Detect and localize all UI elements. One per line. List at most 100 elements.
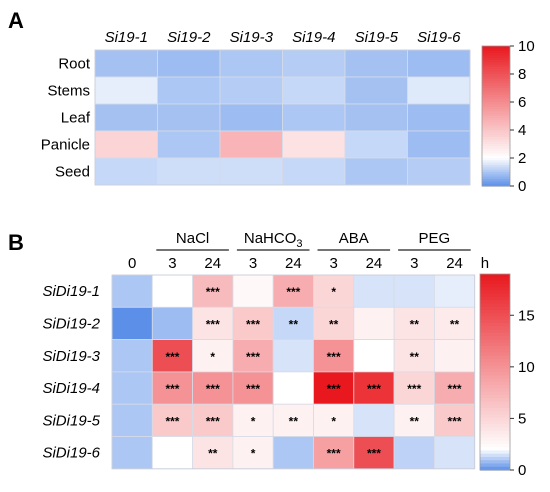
panel-b-colorbar-gradient-step bbox=[480, 300, 510, 304]
panel-b-colorbar-gradient-step bbox=[480, 342, 510, 347]
panel-b-row-label: SiDi19-2 bbox=[42, 315, 100, 332]
panel-b-cell bbox=[393, 436, 435, 470]
panel-b-colorbar-tick-label: 0 bbox=[518, 462, 526, 479]
panel-a-colorbar-gradient-step bbox=[482, 57, 510, 61]
panel-a-colorbar-gradient-step bbox=[482, 141, 510, 145]
panel-b-significance-mark: ** bbox=[329, 317, 339, 331]
panel-a-colorbar-gradient-step bbox=[482, 181, 510, 185]
panel-b-colorbar-gradient-step bbox=[480, 456, 510, 461]
panel-b-significance-mark: *** bbox=[327, 447, 341, 461]
panel-b-colorbar-gradient-step bbox=[480, 323, 510, 327]
panel-a-colorbar-gradient-step bbox=[482, 174, 510, 178]
panel-b-significance-mark: * bbox=[251, 447, 256, 461]
panel-b-cell bbox=[232, 274, 274, 308]
panel-b-colorbar-gradient-step bbox=[480, 388, 510, 393]
panel-b-group-label-text: NaCl bbox=[176, 230, 209, 247]
panel-b-colorbar-gradient-step bbox=[480, 466, 510, 471]
panel-a-column-label: Si19-1 bbox=[105, 29, 148, 46]
panel-a-colorbar-tick-label: 4 bbox=[518, 122, 526, 139]
panel-b-border bbox=[111, 274, 476, 470]
panel-b-colorbar-gradient-step bbox=[480, 319, 510, 324]
panel-a-colorbar-gradient-step bbox=[482, 55, 510, 59]
panel-a-colorbar-gradient-step bbox=[482, 123, 510, 126]
panel-a-colorbar-tick-label: 2 bbox=[518, 150, 526, 167]
panel-a-cell bbox=[282, 76, 346, 105]
panel-a-cell bbox=[282, 157, 346, 186]
panel-b-significance-mark: *** bbox=[327, 350, 341, 364]
panel-b-cell bbox=[433, 339, 476, 373]
panel-b-colorbar-gradient-step bbox=[480, 372, 510, 376]
panel-a-colorbar-gradient-step bbox=[482, 92, 510, 96]
panel-b-cell bbox=[353, 436, 395, 470]
panel-a-border bbox=[94, 49, 471, 186]
panel-a-cell bbox=[407, 49, 471, 78]
panel-b-significance-mark: *** bbox=[286, 285, 300, 299]
panel-b-cell bbox=[232, 403, 274, 437]
panel-a-cell bbox=[219, 157, 283, 186]
panel-a-colorbar-gradient-step bbox=[482, 160, 510, 164]
panel-a-colorbar-gradient-step bbox=[482, 74, 510, 77]
panel-a-row-label: Leaf bbox=[61, 110, 91, 127]
panel-a-cell bbox=[219, 103, 283, 132]
panel-a-cell bbox=[157, 49, 221, 78]
panel-a-colorbar-border bbox=[481, 45, 511, 187]
panel-a-colorbar-gradient-step bbox=[482, 76, 510, 80]
panel-b-colorbar-gradient-step bbox=[480, 378, 510, 383]
panel-a-colorbar-gradient-step bbox=[482, 83, 510, 87]
panel-b-significance-mark: *** bbox=[448, 414, 462, 428]
panel-b-colorbar-tick-label: 5 bbox=[518, 410, 526, 427]
panel-a-colorbar-gradient-step bbox=[482, 99, 510, 103]
panel-b-cell bbox=[433, 274, 476, 308]
panel-a-cell bbox=[282, 103, 346, 132]
panel-a-cell bbox=[94, 49, 158, 78]
panel-a-column-label: Si19-4 bbox=[292, 29, 335, 46]
panel-b-colorbar-gradient-step bbox=[480, 352, 510, 357]
panel-a-colorbar-gradient-step bbox=[482, 162, 510, 166]
panel-b-significance-mark: *** bbox=[407, 382, 421, 396]
panel-a-colorbar-gradient-step bbox=[482, 172, 510, 175]
panel-b-significance-mark: ** bbox=[410, 350, 420, 364]
panel-a-row-label: Root bbox=[58, 56, 91, 73]
panel-a-colorbar-gradient-step bbox=[482, 106, 510, 110]
panel-b-group-label: NaHCO3 bbox=[244, 230, 303, 250]
panel-a-colorbar-gradient-step bbox=[482, 113, 510, 117]
panel-label-a: A bbox=[8, 8, 24, 33]
panel-b-group-label: PEG bbox=[419, 230, 451, 247]
panel-b-cell bbox=[151, 339, 194, 373]
panel-b-colorbar-gradient-step bbox=[480, 296, 510, 301]
panel-b-cell bbox=[272, 436, 314, 470]
panel-b-significance-mark: *** bbox=[206, 317, 220, 331]
panel-a-cell bbox=[344, 76, 408, 105]
panel-b-colorbar-gradient-step bbox=[480, 339, 510, 344]
panel-b-colorbar-gradient-step bbox=[480, 358, 510, 363]
panel-b-colorbar-gradient-step bbox=[480, 306, 510, 311]
panel-b-cell bbox=[313, 306, 355, 340]
panel-a-colorbar-gradient-step bbox=[482, 183, 510, 187]
panel-a-row-label: Panicle bbox=[41, 137, 90, 154]
panel-b-colorbar-gradient-step bbox=[480, 365, 510, 370]
panel-a-colorbar-tick-label: 0 bbox=[518, 178, 526, 195]
panel-b-colorbar-gradient-step bbox=[480, 355, 510, 360]
panel-b-colorbar-gradient-step bbox=[480, 349, 510, 353]
panel-b-group-label: NaCl bbox=[176, 230, 209, 247]
panel-a-colorbar-gradient-step bbox=[482, 90, 510, 94]
panel-b-significance-mark: *** bbox=[165, 414, 179, 428]
panel-a-colorbar-gradient-step bbox=[482, 50, 510, 54]
panel-a-cell bbox=[219, 76, 283, 105]
panel-b-time-label: 0 bbox=[128, 255, 136, 272]
panel-a-colorbar-gradient-step bbox=[482, 167, 510, 171]
panel-b-cell bbox=[151, 403, 194, 437]
panel-b-cell bbox=[111, 306, 153, 340]
panel-a-colorbar-tick-label: 10 bbox=[518, 38, 535, 55]
panel-a-cell bbox=[407, 76, 471, 105]
panel-a-colorbar-gradient-step bbox=[482, 151, 510, 154]
panel-b-colorbar-gradient-step bbox=[480, 401, 510, 406]
panel-b-cell bbox=[433, 403, 476, 437]
panel-a-cell bbox=[344, 157, 408, 186]
panel-b-cell bbox=[151, 436, 194, 470]
panel-b-colorbar-gradient-step bbox=[480, 440, 510, 445]
panel-b-significance-mark: *** bbox=[206, 382, 220, 396]
panel-b-group-label-text: PEG bbox=[419, 230, 451, 247]
panel-a-colorbar-gradient-step bbox=[482, 62, 510, 66]
